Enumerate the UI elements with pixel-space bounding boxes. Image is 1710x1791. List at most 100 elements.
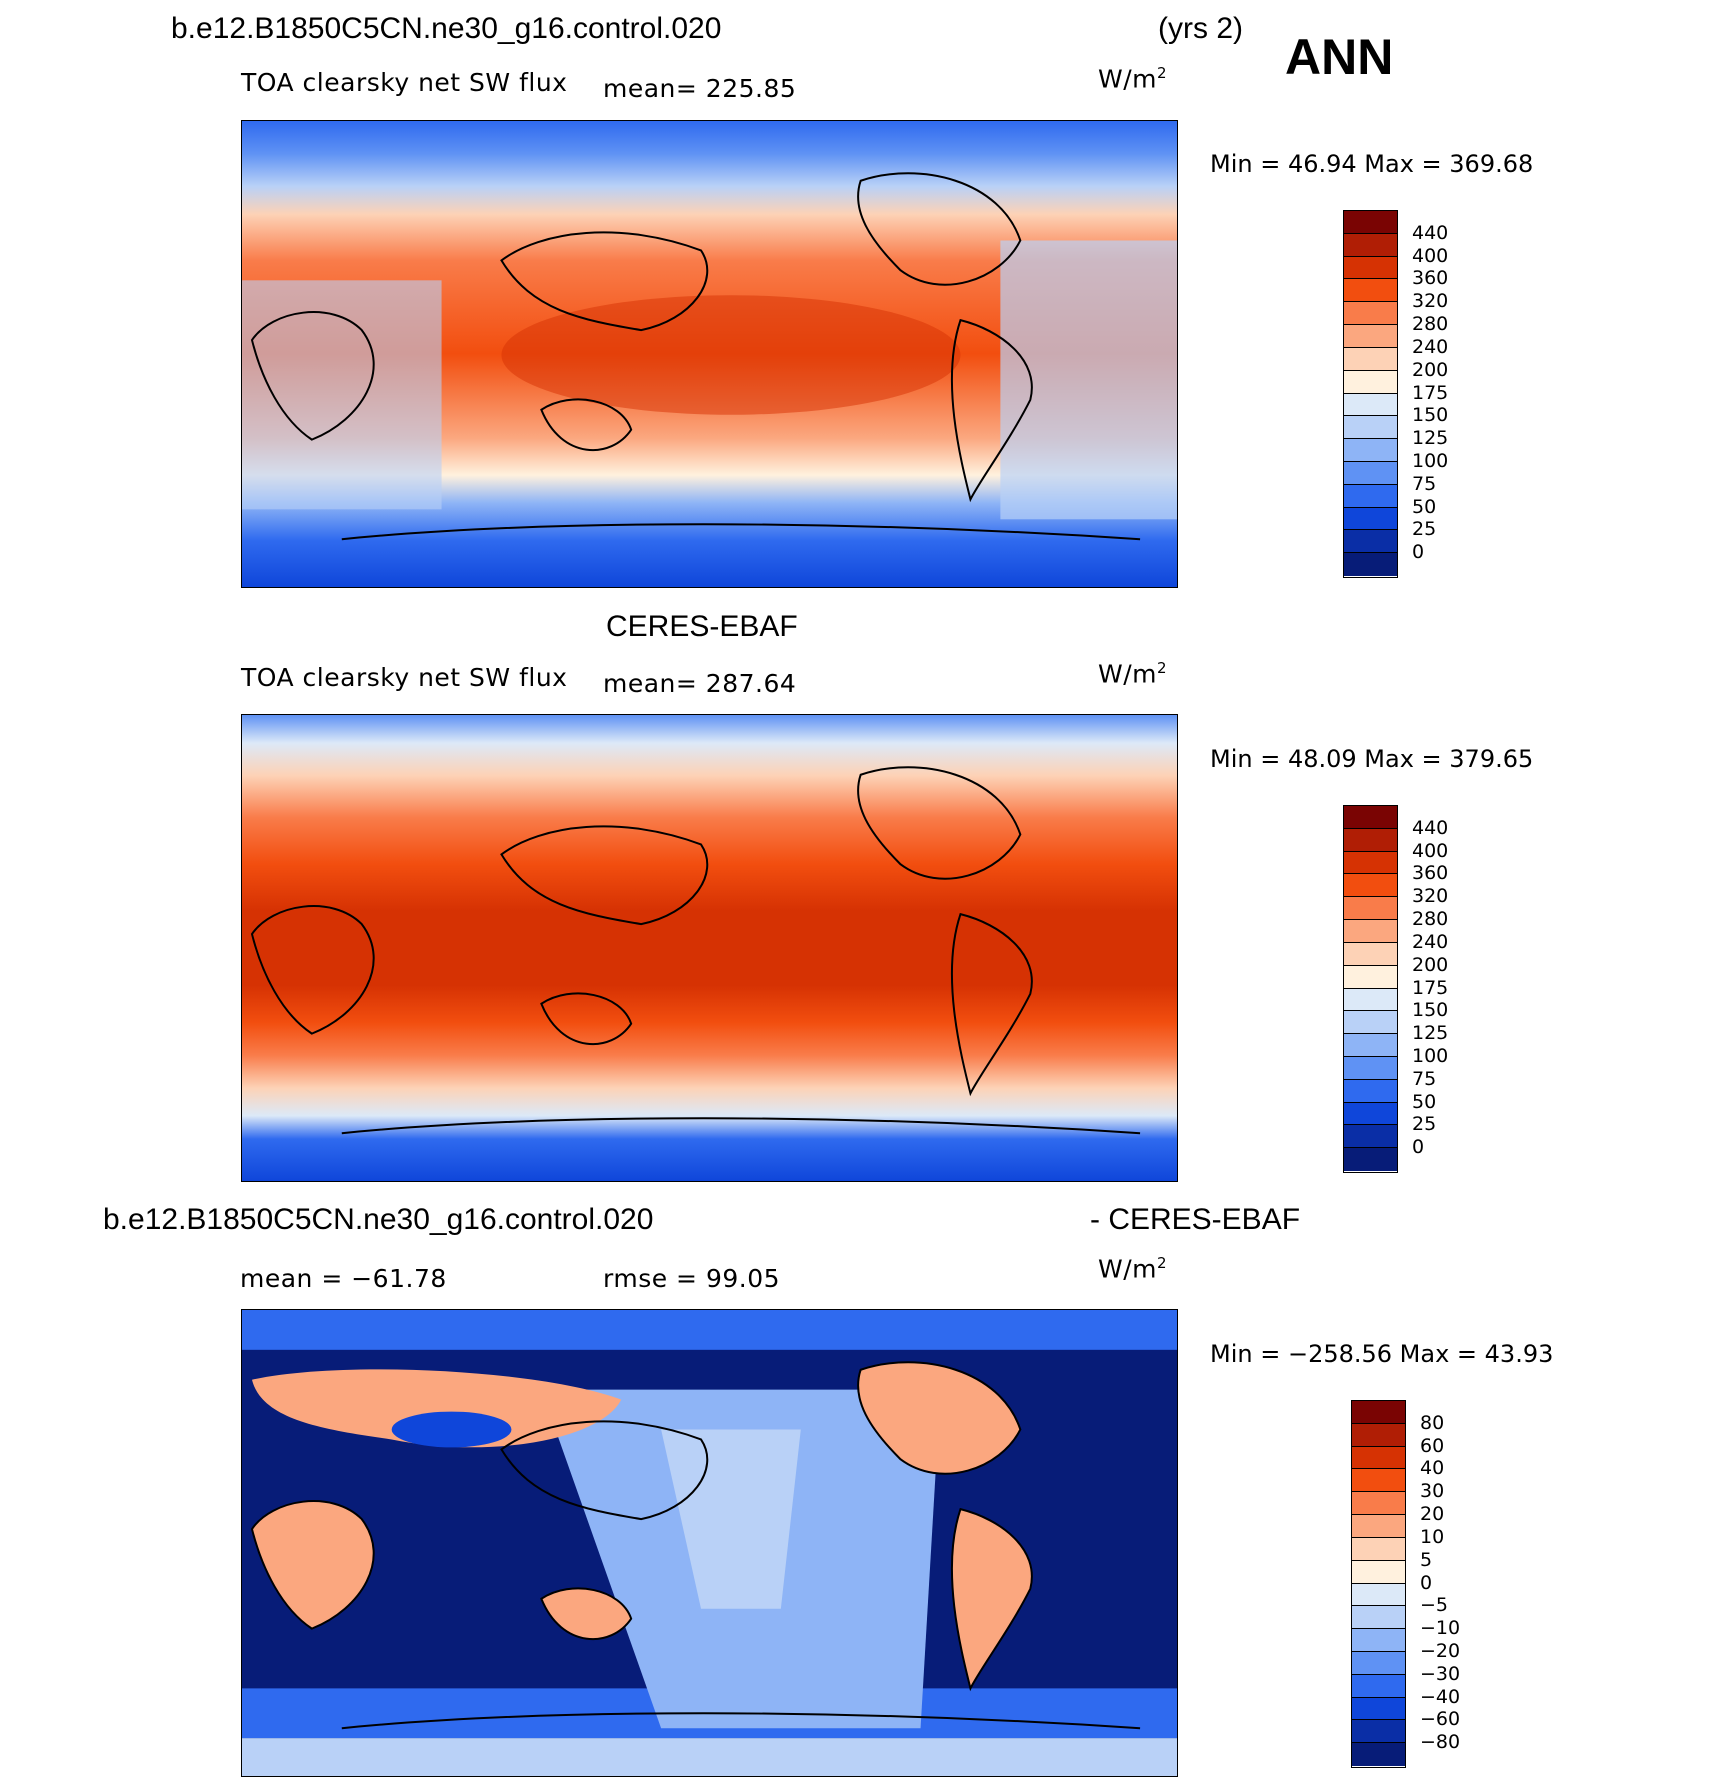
panel2-variable: TOA clearsky net SW flux (241, 663, 568, 692)
colorbar-tick-label: 30 (1420, 1480, 1445, 1503)
colorbar-tick-label: 125 (1412, 427, 1449, 450)
colorbar-tick-label: 125 (1412, 1022, 1449, 1045)
colorbar-tick-label: 40 (1420, 1457, 1445, 1480)
colorbar-cell (1344, 530, 1397, 554)
colorbar-tick-label: 100 (1412, 1044, 1449, 1067)
colorbar-cell (1344, 1034, 1397, 1057)
colorbar-tick-label: 25 (1412, 518, 1437, 541)
panel3-minmax: Min = −258.56 Max = 43.93 (1210, 1340, 1554, 1368)
colorbar-cell (1344, 325, 1397, 348)
colorbar-cell (1344, 279, 1397, 303)
colorbar-tick-label: 240 (1412, 335, 1449, 358)
colorbar-cell (1352, 1697, 1405, 1721)
panel2-units: W/m2 (1098, 659, 1168, 689)
panel3-units: W/m2 (1098, 1254, 1168, 1284)
colorbar-cell (1344, 1056, 1397, 1080)
colorbar-cell (1352, 1629, 1405, 1652)
colorbar-tick-label: 150 (1412, 999, 1449, 1022)
panel2-colorbar (1343, 805, 1398, 1173)
colorbar-tick-label: 80 (1420, 1411, 1445, 1434)
colorbar-cell (1344, 806, 1397, 829)
panel3-map (241, 1309, 1178, 1777)
colorbar-cell (1352, 1743, 1405, 1766)
colorbar-cell (1344, 233, 1397, 257)
colorbar-tick-label: −60 (1420, 1708, 1461, 1731)
colorbar-cell (1352, 1469, 1405, 1493)
colorbar-tick-label: 0 (1412, 1136, 1425, 1159)
years-label: (yrs 2) (1158, 12, 1243, 45)
colorbar-tick-label: 0 (1412, 541, 1425, 564)
colorbar-tick-label: 280 (1412, 313, 1449, 336)
colorbar-tick-label: 175 (1412, 381, 1449, 404)
colorbar-tick-label: 320 (1412, 290, 1449, 313)
season-label: ANN (1285, 29, 1394, 85)
colorbar-tick-label: 100 (1412, 449, 1449, 472)
colorbar-cell (1344, 1102, 1397, 1126)
colorbar-cell (1352, 1560, 1405, 1584)
colorbar-cell (1344, 988, 1397, 1012)
colorbar-tick-label: −80 (1420, 1731, 1461, 1754)
colorbar-tick-label: 360 (1412, 862, 1449, 885)
case-title: b.e12.B1850C5CN.ne30_g16.control.020 (171, 12, 722, 45)
colorbar-cell (1344, 256, 1397, 280)
colorbar-tick-label: 440 (1412, 816, 1449, 839)
colorbar-cell (1344, 942, 1397, 966)
panel2-mean: mean= 287.64 (603, 669, 797, 698)
colorbar-cell (1352, 1492, 1405, 1516)
panel1-mean: mean= 225.85 (603, 74, 797, 103)
colorbar-tick-label: −5 (1420, 1594, 1449, 1617)
panel3-rmse: rmse = 99.05 (603, 1264, 781, 1293)
colorbar-tick-label: 5 (1420, 1548, 1433, 1571)
panel1-minmax: Min = 46.94 Max = 369.68 (1210, 150, 1534, 178)
colorbar-cell (1344, 416, 1397, 440)
colorbar-cell (1344, 1011, 1397, 1035)
colorbar-cell (1344, 851, 1397, 875)
colorbar-cell (1344, 211, 1397, 234)
colorbar-cell (1352, 1606, 1405, 1630)
colorbar-tick-label: 75 (1412, 1067, 1437, 1090)
panel3-colorbar (1351, 1400, 1406, 1768)
colorbar-cell (1344, 897, 1397, 921)
colorbar-tick-label: −40 (1420, 1685, 1461, 1708)
colorbar-cell (1352, 1401, 1405, 1424)
colorbar-cell (1344, 439, 1397, 462)
panel2-map (241, 714, 1178, 1182)
colorbar-cell (1344, 965, 1397, 989)
panel1-variable: TOA clearsky net SW flux (241, 68, 568, 97)
colorbar-cell (1344, 1125, 1397, 1149)
colorbar-tick-label: −20 (1420, 1639, 1461, 1662)
colorbar-tick-label: 200 (1412, 953, 1449, 976)
colorbar-tick-label: 360 (1412, 267, 1449, 290)
colorbar-tick-label: 240 (1412, 930, 1449, 953)
colorbar-tick-label: 400 (1412, 244, 1449, 267)
colorbar-cell (1344, 393, 1397, 417)
colorbar-cell (1344, 1148, 1397, 1171)
colorbar-tick-label: 25 (1412, 1113, 1437, 1136)
panel1-map (241, 120, 1178, 588)
panel2-minmax: Min = 48.09 Max = 379.65 (1210, 745, 1534, 773)
colorbar-cell (1344, 553, 1397, 576)
colorbar-cell (1344, 370, 1397, 394)
colorbar-tick-label: 20 (1420, 1503, 1445, 1526)
colorbar-cell (1352, 1651, 1405, 1675)
colorbar-tick-label: 150 (1412, 404, 1449, 427)
colorbar-cell (1344, 507, 1397, 531)
colorbar-cell (1352, 1583, 1405, 1607)
panel3-title-right: - CERES-EBAF (1090, 1203, 1301, 1236)
panel3-mean: mean = −61.78 (240, 1264, 447, 1293)
colorbar-tick-label: 50 (1412, 1090, 1437, 1113)
colorbar-cell (1352, 1515, 1405, 1538)
colorbar-cell (1344, 1079, 1397, 1103)
colorbar-cell (1344, 461, 1397, 485)
colorbar-cell (1344, 920, 1397, 943)
panel1-units: W/m2 (1098, 64, 1168, 94)
colorbar-cell (1344, 484, 1397, 508)
panel3-title-left: b.e12.B1850C5CN.ne30_g16.control.020 (103, 1203, 654, 1236)
colorbar-tick-label: 440 (1412, 221, 1449, 244)
colorbar-tick-label: 175 (1412, 976, 1449, 999)
colorbar-tick-label: 400 (1412, 839, 1449, 862)
colorbar-tick-label: 200 (1412, 358, 1449, 381)
colorbar-tick-label: 50 (1412, 495, 1437, 518)
colorbar-tick-label: 75 (1412, 472, 1437, 495)
colorbar-cell (1344, 828, 1397, 852)
